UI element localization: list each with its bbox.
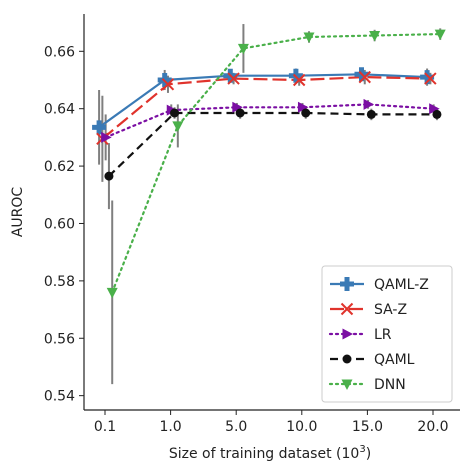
y-tick-label: 0.56	[44, 331, 75, 347]
x-tick-label: 15.0	[352, 419, 383, 435]
y-tick-label: 0.66	[44, 44, 75, 60]
data-point-lr	[429, 103, 440, 115]
y-tick-label: 0.64	[44, 102, 75, 118]
data-point-dnn	[303, 32, 315, 43]
y-tick-label: 0.62	[44, 159, 75, 175]
series-line-qaml-z	[98, 73, 428, 129]
data-point-lr	[101, 131, 112, 143]
legend-label-sa-z: SA-Z	[374, 302, 407, 318]
legend-label-qaml: QAML	[374, 352, 415, 368]
x-tick-label: 5.0	[225, 419, 247, 435]
data-point-dnn	[237, 43, 249, 55]
x-tick-label: 0.1	[94, 419, 116, 435]
legend: QAML-Z SA-Z LR QAML DNN	[321, 265, 453, 403]
axes-layer	[83, 14, 460, 411]
data-point-qaml	[170, 108, 180, 118]
x-axis-title-exponent: 3	[359, 444, 365, 455]
data-point-sa-z	[292, 73, 306, 87]
data-point-sa-z	[227, 72, 240, 85]
y-tick-label: 0.60	[44, 216, 75, 232]
x-axis-title: Size of training dataset (103)	[169, 444, 371, 462]
series-line-sa-z	[101, 75, 431, 140]
data-point-dnn	[172, 121, 184, 132]
data-point-lr	[363, 98, 375, 110]
data-point-qaml	[235, 108, 245, 118]
data-point-qaml-z	[92, 120, 107, 135]
data-point-sa-z	[358, 70, 371, 84]
legend-frame	[321, 265, 453, 403]
legend-label-qaml-z: QAML-Z	[374, 277, 429, 293]
data-point-qaml-z	[420, 70, 435, 85]
data-point-lr	[232, 101, 243, 113]
data-point-qaml	[432, 109, 442, 119]
series-line-dnn	[111, 33, 442, 294]
x-axis-title-close: )	[366, 446, 371, 462]
series-lines-layer	[98, 33, 442, 294]
legend-marker-qaml	[342, 354, 352, 364]
y-tick-label: 0.54	[44, 389, 75, 405]
legend-label-dnn: DNN	[374, 377, 406, 393]
data-point-qaml	[104, 171, 114, 181]
x-tick-label: 10.0	[286, 419, 317, 435]
data-point-dnn	[106, 287, 118, 299]
series-line-lr	[104, 103, 435, 139]
series-markers-layer	[92, 29, 446, 299]
ticks-layer: 0.1 1.0 5.0 10.0 15.0 20.0 0.54 0.56 0.58 0.60 0.6…	[44, 44, 449, 435]
data-point-qaml	[301, 108, 311, 118]
data-point-lr	[297, 101, 309, 113]
legend-label-lr: LR	[374, 327, 392, 343]
data-point-qaml	[366, 109, 376, 119]
series-line-qaml	[108, 111, 437, 177]
data-point-sa-z	[161, 78, 175, 91]
y-tick-label: 0.58	[44, 274, 75, 290]
legend-marker-lr	[342, 328, 353, 340]
legend-marker-qaml-z	[340, 277, 354, 291]
x-tick-label: 20.0	[417, 419, 448, 435]
data-point-dnn	[369, 31, 381, 42]
y-axis-title: AUROC	[10, 187, 26, 238]
legend-marker-sa-z	[340, 302, 354, 316]
x-tick-label: 1.0	[159, 419, 181, 435]
data-point-sa-z	[424, 72, 437, 85]
data-point-dnn	[434, 29, 446, 41]
legend-marker-dnn	[341, 379, 353, 390]
